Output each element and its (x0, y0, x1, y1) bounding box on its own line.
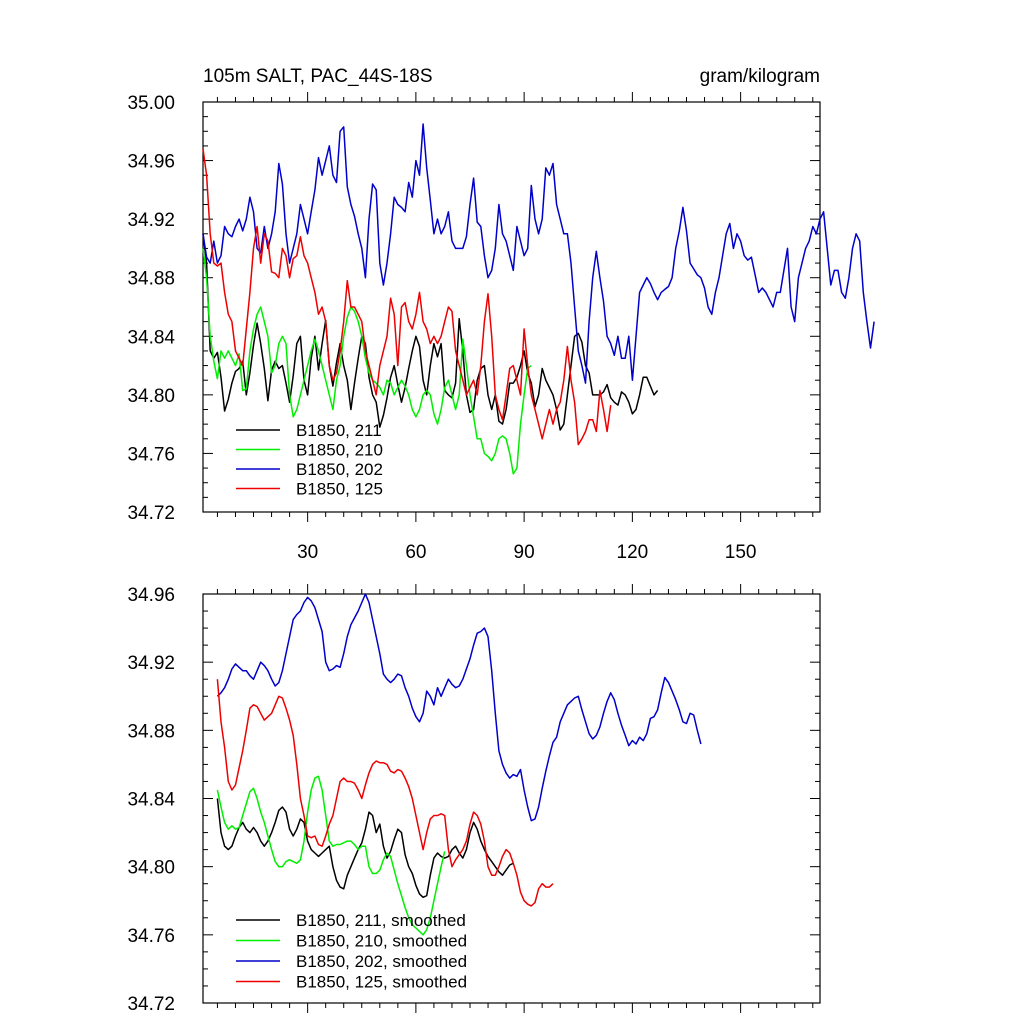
bottom-legend-label: B1850, 211, smoothed (296, 911, 466, 930)
bottom-series-line-1 (216, 798, 514, 899)
top-ytick-label: 34.80 (127, 386, 175, 407)
top-xtick-label: 30 (297, 542, 318, 563)
bottom-series-line-4 (216, 679, 554, 907)
top-legend-label: B1850, 125 (296, 480, 383, 499)
top-xtick-label: 90 (514, 542, 535, 563)
top-xtick-label: 60 (405, 542, 426, 563)
bottom-ytick-label: 34.96 (127, 585, 175, 606)
bottom-series-line-2 (216, 775, 446, 936)
bottom-legend-label: B1850, 202, smoothed (296, 952, 467, 971)
top-series-line-2 (202, 248, 532, 475)
bottom-ytick-label: 34.72 (127, 994, 175, 1015)
top-xtick-label: 150 (725, 542, 757, 563)
top-ytick-label: 34.76 (127, 444, 175, 465)
bottom-ytick-label: 34.76 (127, 926, 175, 947)
top-panel-title: 105m SALT, PAC_44S-18S (203, 66, 433, 87)
top-panel-units: gram/kilogram (700, 66, 820, 87)
top-ytick-label: 35.00 (127, 93, 175, 114)
top-xtick-label: 120 (617, 542, 649, 563)
top-ytick-label: 34.72 (127, 503, 175, 524)
top-series-line-1 (202, 233, 659, 431)
bottom-ytick-label: 34.84 (127, 790, 175, 811)
top-ytick-label: 34.88 (127, 269, 175, 290)
bottom-series-line-3 (216, 593, 702, 822)
top-ytick-label: 34.96 (127, 152, 175, 173)
top-ytick-label: 34.92 (127, 210, 175, 231)
bottom-ytick-label: 34.80 (127, 858, 175, 879)
top-legend-label: B1850, 211 (296, 421, 382, 440)
top-series-line-3 (202, 123, 875, 384)
bottom-legend-label: B1850, 125, smoothed (296, 973, 467, 992)
top-legend-label: B1850, 202 (296, 460, 383, 479)
bottom-legend-label: B1850, 210, smoothed (296, 932, 467, 951)
bottom-panel: 34.72 34.76 34.80 34.84 34.88 34.92 34.96 B1850… (127, 584, 821, 1015)
top-series-line-4 (202, 148, 612, 446)
bottom-ytick-label: 34.88 (127, 721, 175, 742)
bottom-ytick-label: 34.92 (127, 653, 175, 674)
top-legend-label: B1850, 210 (296, 441, 383, 460)
top-panel: 105m SALT, PAC_44S-18S gram/kilogram 34.… (127, 66, 875, 563)
top-ytick-label: 34.84 (127, 327, 175, 348)
